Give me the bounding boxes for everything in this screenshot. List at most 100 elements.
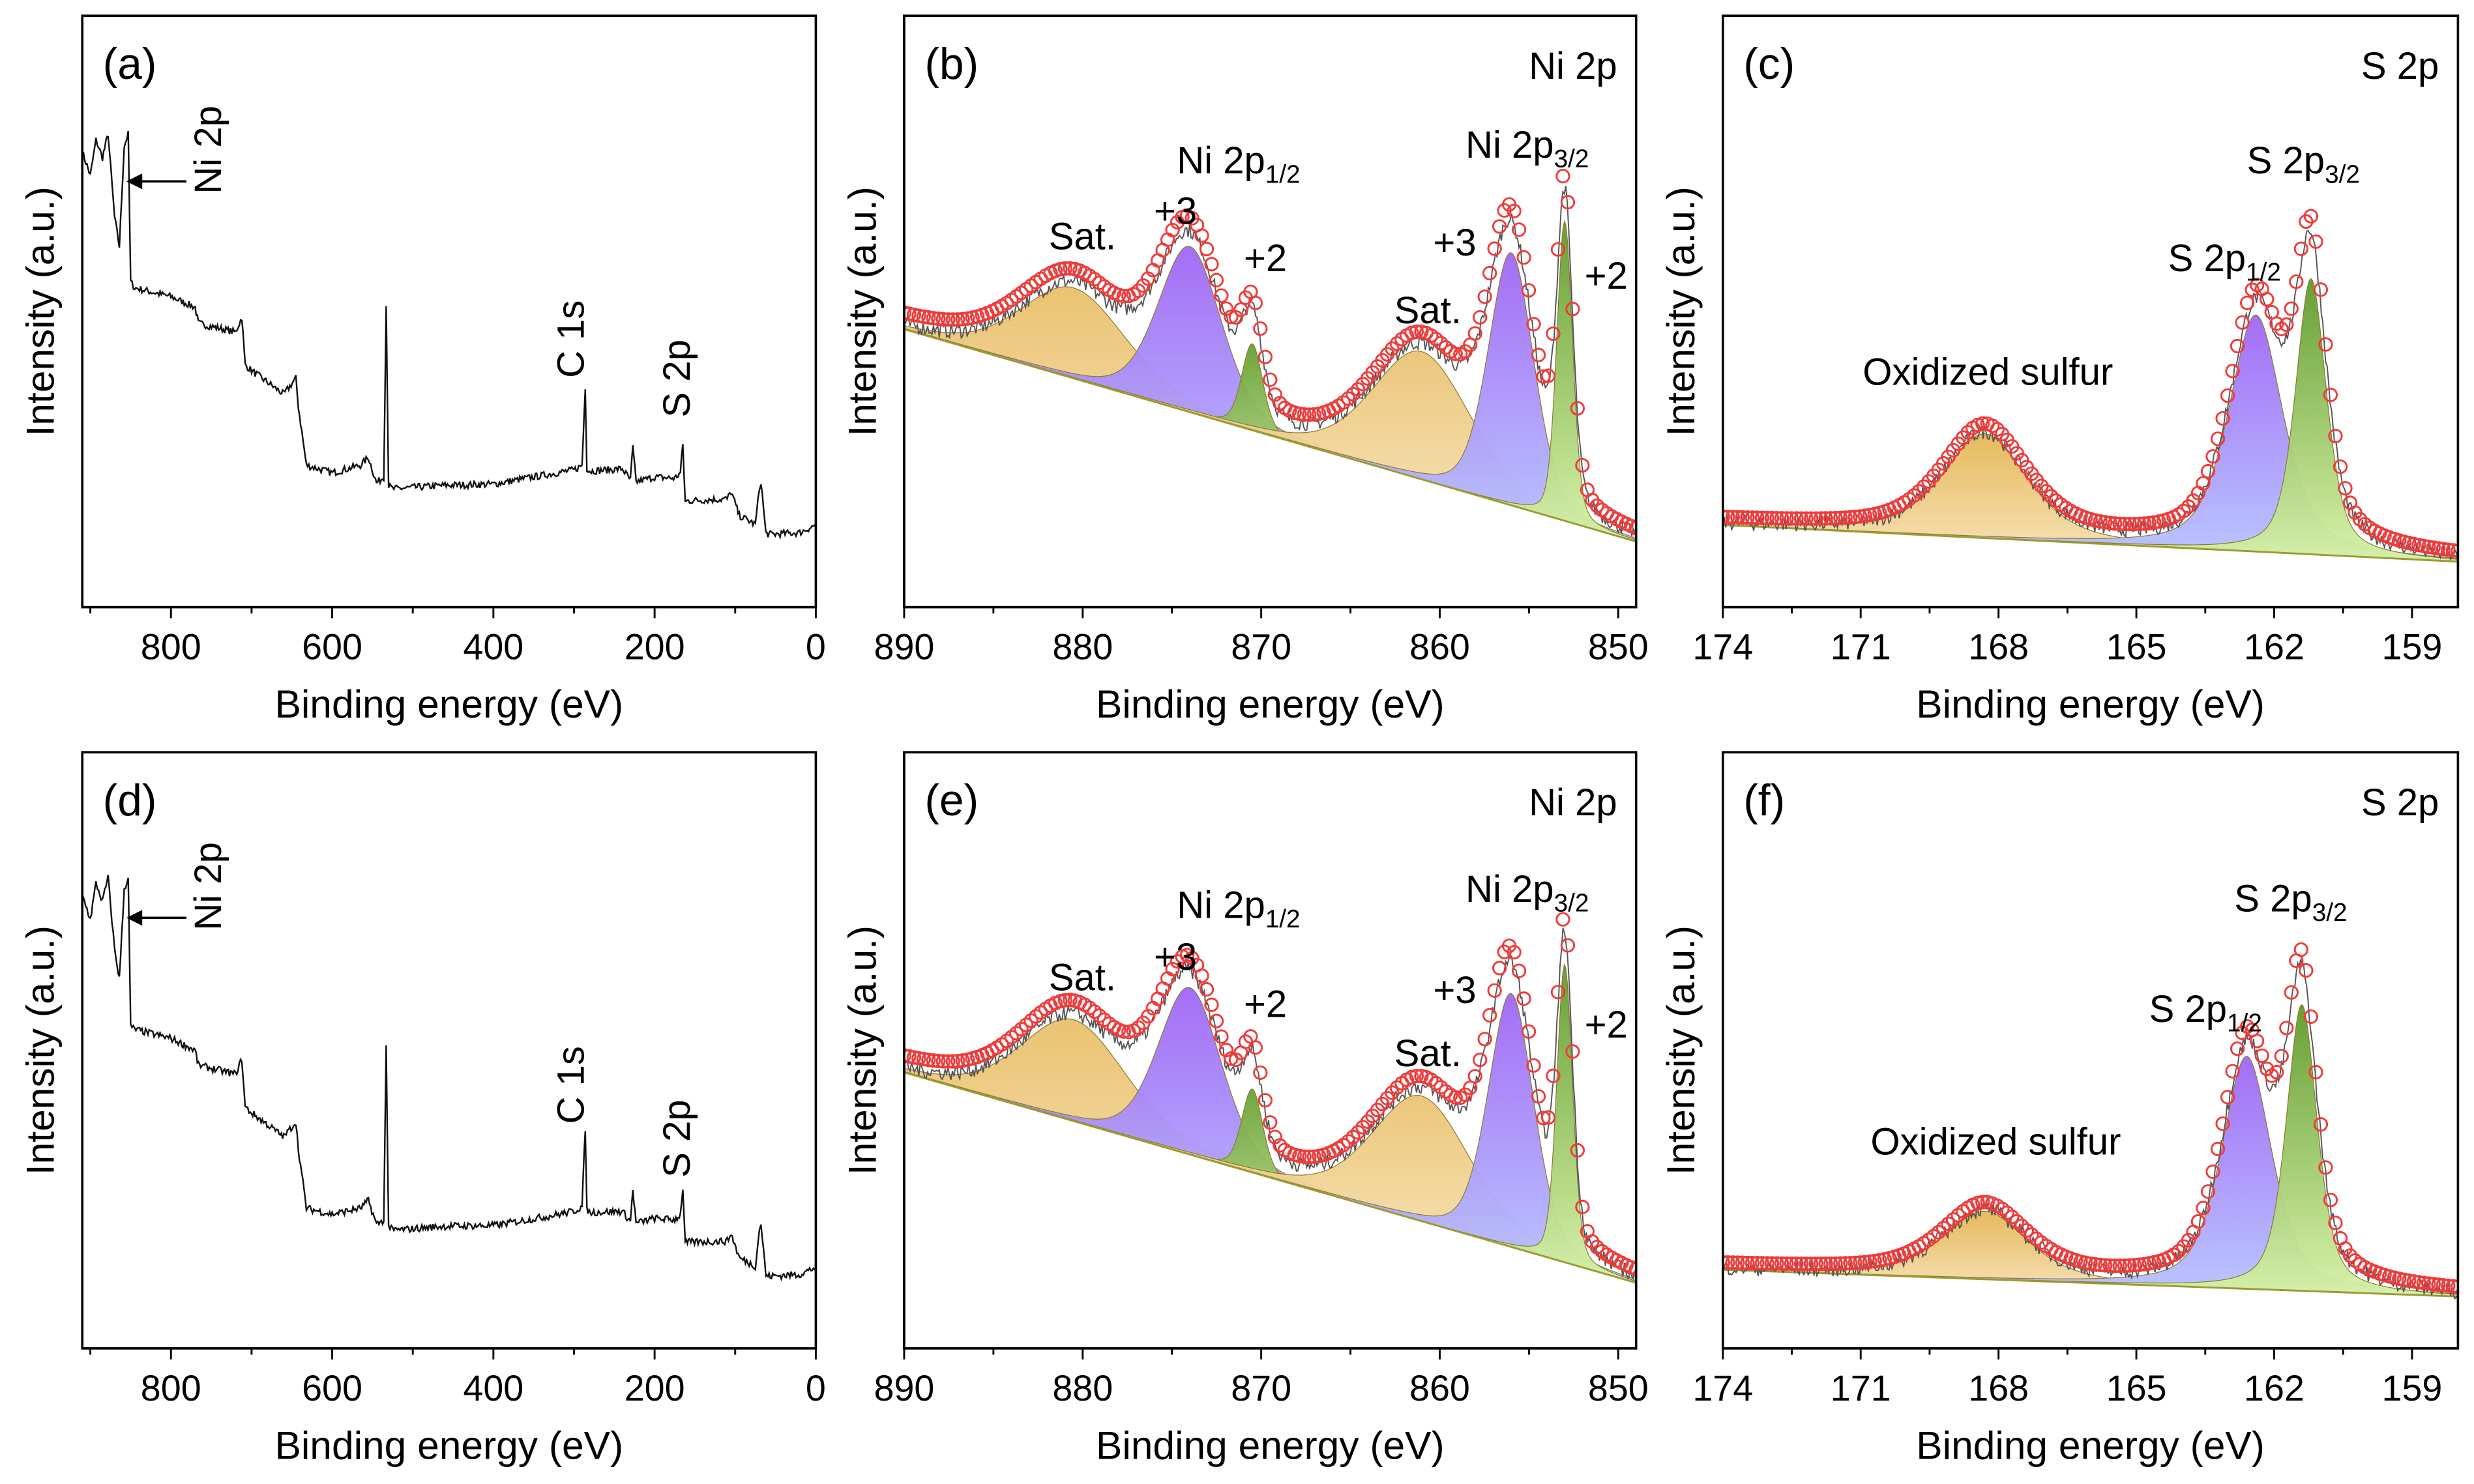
annotation-text: +3 <box>1154 936 1197 978</box>
data-point <box>1531 347 1546 362</box>
data-point <box>1063 261 1078 276</box>
data-point <box>1570 1142 1585 1158</box>
x-tick-label: 200 <box>625 1368 685 1408</box>
element-title: Ni 2p <box>1529 781 1617 824</box>
data-point <box>1521 283 1537 298</box>
data-point <box>1248 1040 1263 1055</box>
annotation-text: C 1s <box>550 1046 593 1124</box>
data-point <box>1960 425 1975 440</box>
annotation-subscript: 3/2 <box>1554 145 1589 173</box>
panel-d: 800 600 400 200 0 Binding energy (eV) Intensit… <box>18 751 826 1467</box>
data-point <box>941 312 956 327</box>
peak-annotation: Ni 2p1/2 <box>1177 139 1300 189</box>
panel-label: (c) <box>1743 40 1795 89</box>
data-point <box>2039 484 2054 499</box>
peak-annotation: Ni 2p <box>187 106 229 194</box>
data-point <box>1258 1093 1273 1108</box>
x-tick-label: 850 <box>1588 1368 1649 1408</box>
x-tick-label: 165 <box>2106 1368 2167 1408</box>
data-point <box>1273 1138 1288 1153</box>
peak-annotation: Ni 2p1/2 <box>1177 884 1300 933</box>
data-point <box>2200 463 2216 479</box>
data-point <box>2411 1275 2426 1290</box>
data-point <box>1975 416 1990 431</box>
data-point <box>1292 406 1307 422</box>
data-point <box>1448 1090 1463 1105</box>
peak-annotation: Ni 2p <box>187 842 229 931</box>
data-point <box>1487 983 1502 998</box>
data-point <box>2313 1117 2329 1132</box>
data-point <box>2127 1258 2142 1273</box>
data-point <box>935 312 950 327</box>
data-point <box>1389 336 1405 351</box>
data-point <box>2083 1256 2098 1271</box>
data-point <box>2108 1258 2123 1273</box>
data-point <box>1434 1080 1449 1095</box>
data-point <box>1306 1149 1321 1164</box>
data-point <box>2269 1064 2284 1080</box>
y-axis-title: Intensity (a.u.) <box>1658 925 1703 1175</box>
data-point <box>1218 301 1234 316</box>
x-tick-label: 880 <box>1052 626 1113 667</box>
annotation-text: +2 <box>1585 255 1628 297</box>
data-point <box>1838 510 1853 525</box>
data-point <box>1730 1255 1745 1270</box>
arrow-head-icon <box>126 173 143 190</box>
x-tick-label: 171 <box>1831 1368 1891 1408</box>
data-point <box>1253 321 1268 336</box>
annotation-subscript: 1/2 <box>2227 1010 2262 1038</box>
annotation-text: Sat. <box>1049 957 1116 999</box>
background-line <box>904 328 1636 543</box>
data-point <box>1853 1255 1868 1270</box>
data-point <box>2318 1160 2333 1175</box>
data-point <box>1467 1069 1482 1084</box>
data-point <box>1789 1256 1804 1272</box>
annotation-text: Oxidized sulfur <box>1863 351 2113 393</box>
annotation-text: Oxidized sulfur <box>1870 1120 2121 1163</box>
data-point <box>1209 1013 1224 1028</box>
data-point <box>1550 985 1566 1000</box>
data-point <box>2102 516 2117 531</box>
annotation-text: Ni 2p <box>187 842 229 931</box>
data-point <box>1482 265 1497 281</box>
y-axis-title: Intensity (a.u.) <box>840 925 884 1175</box>
data-point <box>2137 516 2152 531</box>
plot-frame <box>903 14 1638 609</box>
data-point <box>1516 250 1531 265</box>
data-point <box>2279 1021 2294 1036</box>
data-point <box>2328 428 2343 444</box>
data-point <box>931 1053 946 1069</box>
annotation-text: Ni 2p <box>1177 139 1265 182</box>
data-point <box>1258 349 1273 364</box>
x-axis-title: Binding energy (eV) <box>1096 1423 1445 1467</box>
peak-annotation: +3 <box>1154 190 1197 233</box>
data-point <box>1228 310 1244 325</box>
data-point <box>1297 1149 1312 1164</box>
data-point <box>1799 1256 1814 1272</box>
x-tick-label: 165 <box>2106 626 2167 667</box>
plot-area <box>904 912 1636 1284</box>
element-title: Ni 2p <box>1529 45 1617 87</box>
data-point <box>1745 510 1760 525</box>
data-point <box>1023 1013 1038 1028</box>
annotation-subscript: 3/2 <box>2312 899 2348 927</box>
data-point <box>1764 510 1780 526</box>
data-point <box>2289 274 2304 289</box>
data-point <box>2293 241 2308 256</box>
panel-c: 174 171 168 165 162 159 Binding energy (eV) Int… <box>1658 14 2460 726</box>
data-point <box>1018 1017 1034 1032</box>
data-point <box>1297 407 1312 422</box>
data-point <box>2303 1009 2319 1025</box>
data-point <box>1814 1256 1829 1272</box>
plot-frame <box>1721 14 2460 609</box>
data-point <box>1818 511 1833 526</box>
peak-annotation: S 2p <box>656 340 698 417</box>
annotation-text: Ni 2p <box>1465 124 1554 166</box>
x-tick-label: 860 <box>1409 1368 1470 1408</box>
data-point <box>911 308 926 323</box>
data-point <box>1473 1053 1488 1068</box>
data-point <box>2093 1257 2108 1272</box>
peak-annotation: Sat. <box>1049 957 1116 999</box>
data-point <box>1550 242 1566 257</box>
